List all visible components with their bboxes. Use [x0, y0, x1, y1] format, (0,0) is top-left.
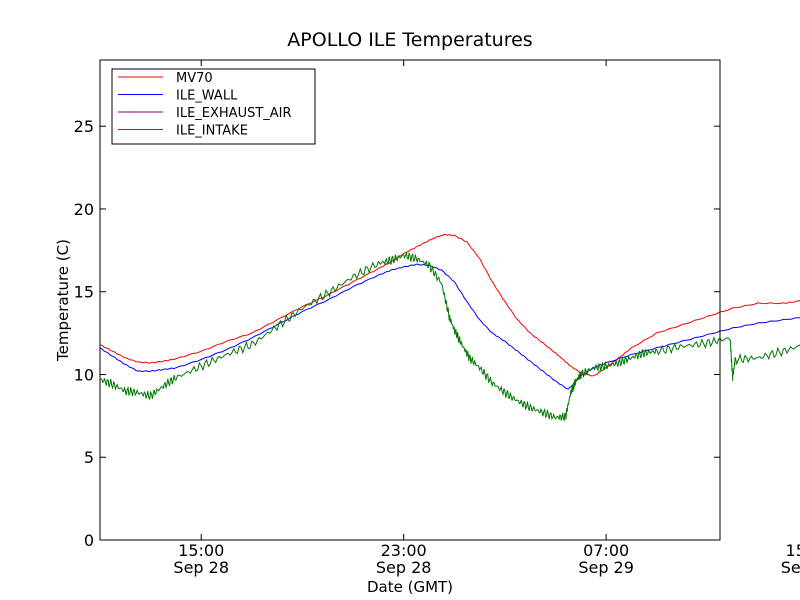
y-tick-label: 0 [84, 531, 94, 550]
plot-frame [99, 59, 721, 541]
x-axis-title: Date (GMT) [367, 578, 453, 596]
y-tick-label: 10 [74, 365, 94, 384]
legend-label-ile-intake: ILE_INTAKE [176, 124, 248, 139]
legend-label-mv70: MV70 [176, 71, 213, 86]
legend-label-ile-wall: ILE_WALL [176, 89, 238, 104]
legend-label-ile-exhaust-air: ILE_EXHAUST_AIR [176, 106, 292, 121]
x-tick-label-time: 15:00 [786, 541, 800, 560]
y-axis-title: Temperature (C) [54, 239, 72, 362]
series-line-mv70 [99, 233, 800, 377]
x-tick-label-date: Sep 28 [173, 558, 229, 577]
series-layer [99, 233, 800, 422]
x-tick-label-time: 15:00 [178, 541, 224, 560]
legend: MV70 ILE_WALL ILE_EXHAUST_AIR ILE_INTAKE [111, 68, 316, 145]
legend-box [111, 68, 316, 145]
x-tick-label-time: 07:00 [583, 541, 629, 560]
series-line-ile-wall [99, 263, 800, 390]
y-tick-label: 15 [74, 283, 94, 302]
y-tick-label: 5 [84, 448, 94, 467]
x-tick-label-date: Sep 29 [578, 558, 634, 577]
y-tick-label: 25 [74, 117, 94, 136]
x-tick-label-time: 23:00 [381, 541, 427, 560]
x-tick-label-date: Sep 28 [376, 558, 432, 577]
y-tick-label: 20 [74, 200, 94, 219]
series-line-ile-intake [99, 251, 800, 422]
chart-title: APOLLO ILE Temperatures [287, 29, 532, 51]
x-tick-label-date: Sep 29 [781, 558, 800, 577]
